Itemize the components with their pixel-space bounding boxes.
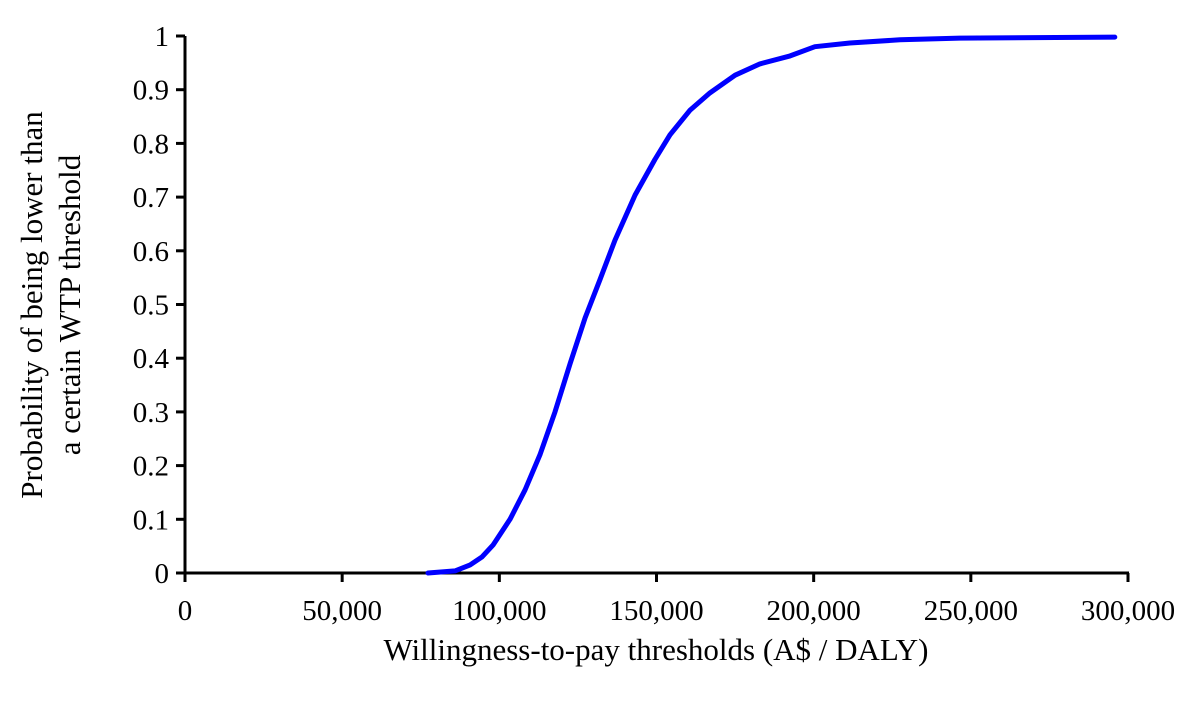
x-axis-ticks: 0 50,000 100,000 150,000 200,000 250,000 300,0… <box>178 573 1175 627</box>
y-tick-label: 0.6 <box>133 236 169 268</box>
y-tick-label: 0.9 <box>133 75 169 107</box>
y-tick-label: 0.3 <box>133 397 169 429</box>
x-tick-label: 250,000 <box>924 595 1018 627</box>
y-axis-ticks: 0 0.1 0.2 0.3 0.4 0.5 0.6 0.7 0.8 0.9 1 <box>133 21 185 590</box>
y-axis-title-line-1: Probability of being lower than <box>14 111 49 499</box>
x-tick-label: 150,000 <box>609 595 703 627</box>
y-tick-label: 1 <box>155 21 170 53</box>
y-tick-label: 0.1 <box>133 504 169 536</box>
y-tick-label: 0.2 <box>133 451 169 483</box>
y-tick-label: 0 <box>155 558 170 590</box>
x-tick-label: 0 <box>178 595 193 627</box>
y-axis-title-line-2: a certain WTP threshold <box>52 154 87 455</box>
y-tick-label: 0.8 <box>133 128 169 160</box>
cdf-series-line <box>425 34 1118 576</box>
x-tick-label: 50,000 <box>302 595 382 627</box>
x-axis-title: Willingness-to-pay thresholds (A$ / DALY… <box>384 632 929 667</box>
y-tick-label: 0.7 <box>133 182 169 214</box>
x-tick-label: 200,000 <box>767 595 861 627</box>
y-tick-label: 0.5 <box>133 290 169 322</box>
x-tick-label: 100,000 <box>452 595 546 627</box>
y-tick-label: 0.4 <box>133 343 170 375</box>
x-tick-label: 300,000 <box>1081 595 1175 627</box>
